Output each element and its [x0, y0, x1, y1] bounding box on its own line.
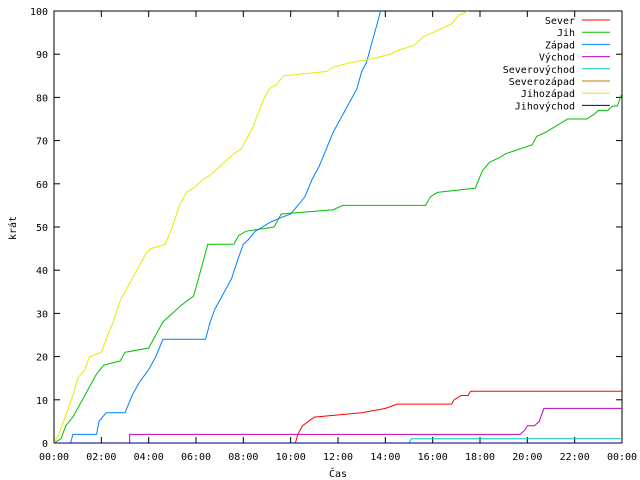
legend: SeverJihZápadVýchodSeverovýchodSeverozáp… [503, 16, 610, 112]
x-tick-label: 08:00 [228, 452, 258, 463]
y-tick-label: 60 [36, 180, 48, 191]
series-line-východ [54, 407, 622, 443]
x-tick-label: 20:00 [512, 452, 542, 463]
x-tick-label: 12:00 [323, 452, 353, 463]
x-tick-label: 16:00 [418, 452, 448, 463]
x-tick-label: 18:00 [465, 452, 495, 463]
y-tick-label: 0 [42, 439, 48, 450]
legend-label: Severozápad [509, 76, 575, 88]
y-tick-label: 90 [36, 50, 48, 61]
series-line-severovýchod [54, 438, 622, 443]
x-tick-label: 02:00 [86, 452, 116, 463]
y-tick-label: 100 [30, 7, 48, 18]
y-tick-label: 40 [36, 266, 48, 277]
y-tick-label: 30 [36, 309, 48, 320]
x-tick-label: 22:00 [560, 452, 590, 463]
series-line-sever [54, 390, 622, 443]
y-tick-label: 70 [36, 137, 48, 148]
x-tick-label: 06:00 [181, 452, 211, 463]
y-tick-label: 10 [36, 396, 48, 407]
x-axis-label: Čas [329, 467, 347, 480]
legend-label: Sever [545, 16, 575, 27]
x-tick-label: 14:00 [370, 452, 400, 463]
x-tick-label: 04:00 [134, 452, 164, 463]
legend-label: Západ [545, 39, 575, 51]
series-line-jihozápad [54, 11, 469, 443]
y-axis-label: krát [7, 216, 19, 240]
y-tick-label: 50 [36, 223, 48, 234]
legend-label: Jihozápad [521, 88, 575, 100]
legend-label: Východ [539, 52, 575, 64]
series-line-jih [54, 92, 622, 443]
x-tick-label: 10:00 [276, 452, 306, 463]
x-tick-label: 00:00 [39, 452, 69, 463]
legend-label: Jih [557, 28, 575, 39]
series-layer [54, 11, 622, 443]
y-tick-label: 80 [36, 93, 48, 104]
legend-label: Jihovýchod [515, 100, 575, 112]
legend-label: Severovýchod [503, 64, 575, 76]
x-tick-label: 00:00 [607, 452, 637, 463]
y-tick-label: 20 [36, 353, 48, 364]
axes-layer: 0 10 20 30 40 50 60 70 80 90 100 00:00 02:00 04:00 06:… [30, 7, 637, 463]
series-line-západ [54, 11, 382, 443]
